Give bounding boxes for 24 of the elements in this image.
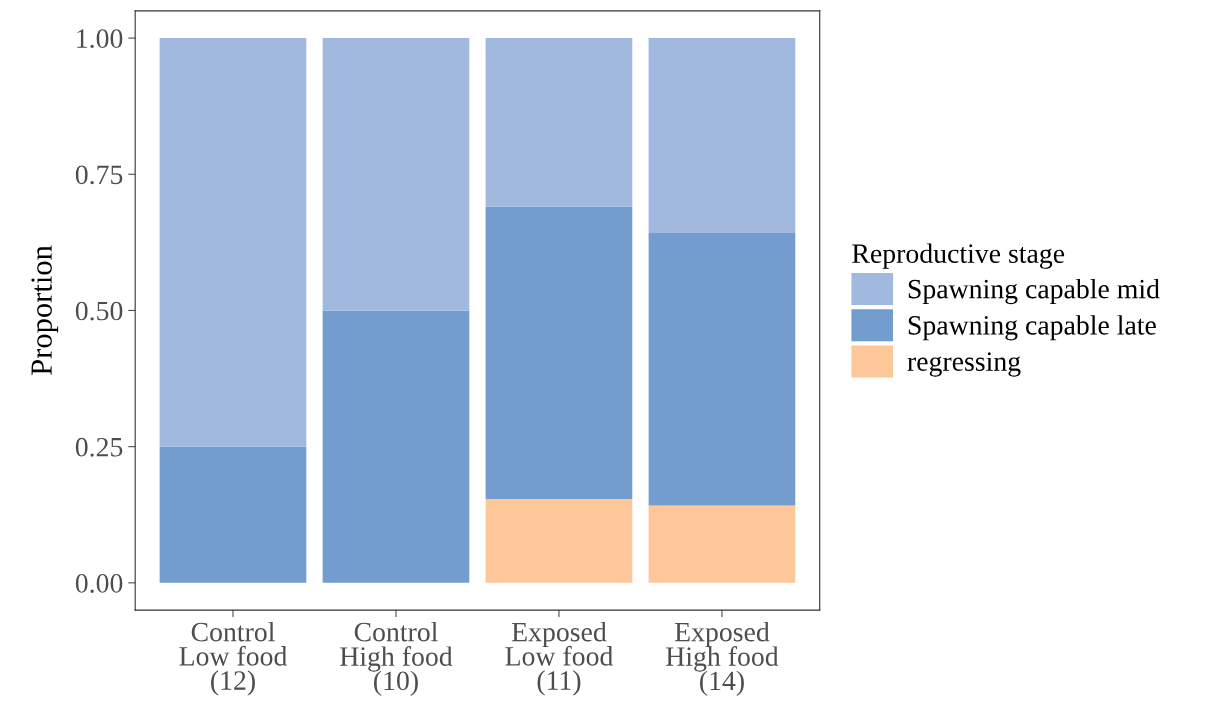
- y-axis-title: Proportion: [31, 245, 59, 375]
- x-tick-label: Control Low food (12): [179, 621, 288, 696]
- legend-label: Spawning capable late: [908, 315, 1156, 341]
- bar: [322, 38, 470, 311]
- x-tick-label: Control High food (10): [340, 621, 453, 696]
- y-tick-label: 0.00: [75, 574, 123, 593]
- x-tick-label: Exposed Low food (11): [505, 621, 614, 696]
- bar: [159, 446, 307, 583]
- legend-label: Spawning capable mid: [908, 278, 1160, 305]
- bar: [648, 505, 796, 583]
- y-tick-label: 0.75: [75, 165, 123, 185]
- bar: [485, 206, 633, 499]
- y-tick-label: 0.50: [75, 301, 123, 321]
- legend-label: regressing: [907, 352, 1021, 377]
- bar: [322, 310, 470, 583]
- bar: [648, 38, 796, 234]
- legend-title: Reproductive stage: [852, 243, 1065, 269]
- bar: [485, 498, 633, 583]
- bar: [485, 38, 633, 207]
- bar: [648, 233, 796, 506]
- x-tick-label: Exposed High food (14): [666, 621, 779, 696]
- bar: [159, 38, 307, 447]
- y-tick-label: 0.25: [75, 437, 123, 457]
- y-tick-label: 1.00: [77, 29, 123, 49]
